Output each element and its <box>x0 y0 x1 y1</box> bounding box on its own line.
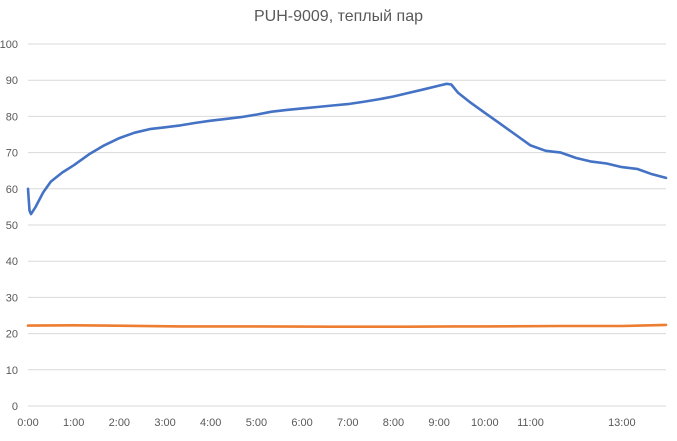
x-tick-label: 3:00 <box>154 417 175 429</box>
y-tick-label: 60 <box>6 184 18 196</box>
y-tick-label: 10 <box>6 365 18 377</box>
series-line-1 <box>26 82 668 216</box>
x-tick-label: 11:00 <box>517 417 544 429</box>
y-tick-label: 100 <box>0 39 18 51</box>
x-axis-tick-labels: 0:00 1:00 2:00 3:00 4:00 5:00 6:00 7:00 8:00 9:00… <box>17 417 635 429</box>
x-tick-label: 8:00 <box>383 417 404 429</box>
y-tick-label: 70 <box>6 148 18 160</box>
y-tick-label: 80 <box>6 111 18 123</box>
x-tick-label: 6:00 <box>291 417 312 429</box>
x-tick-label: 5:00 <box>246 417 267 429</box>
y-tick-label: 50 <box>6 220 18 232</box>
x-tick-label: 4:00 <box>200 417 221 429</box>
y-tick-label: 90 <box>6 75 18 87</box>
x-tick-label: 7:00 <box>337 417 358 429</box>
y-tick-label: 40 <box>6 256 18 268</box>
series-lines <box>26 82 668 329</box>
x-tick-label: 0:00 <box>17 417 38 429</box>
gridlines <box>28 43 666 407</box>
y-axis-tick-labels: 0 10 20 30 40 50 60 70 80 90 100 <box>0 39 18 413</box>
y-tick-label: 30 <box>6 292 18 304</box>
x-tick-label: 10:00 <box>471 417 499 429</box>
chart-title: PUH-9009, теплый пар <box>254 8 423 25</box>
x-tick-label: 13:00 <box>608 417 636 429</box>
x-tick-label: 1:00 <box>63 417 84 429</box>
y-tick-label: 20 <box>6 329 18 341</box>
x-tick-label: 9:00 <box>428 417 449 429</box>
series-line-2 <box>26 323 668 329</box>
x-tick-label: 2:00 <box>109 417 130 429</box>
y-tick-label: 0 <box>12 401 18 413</box>
